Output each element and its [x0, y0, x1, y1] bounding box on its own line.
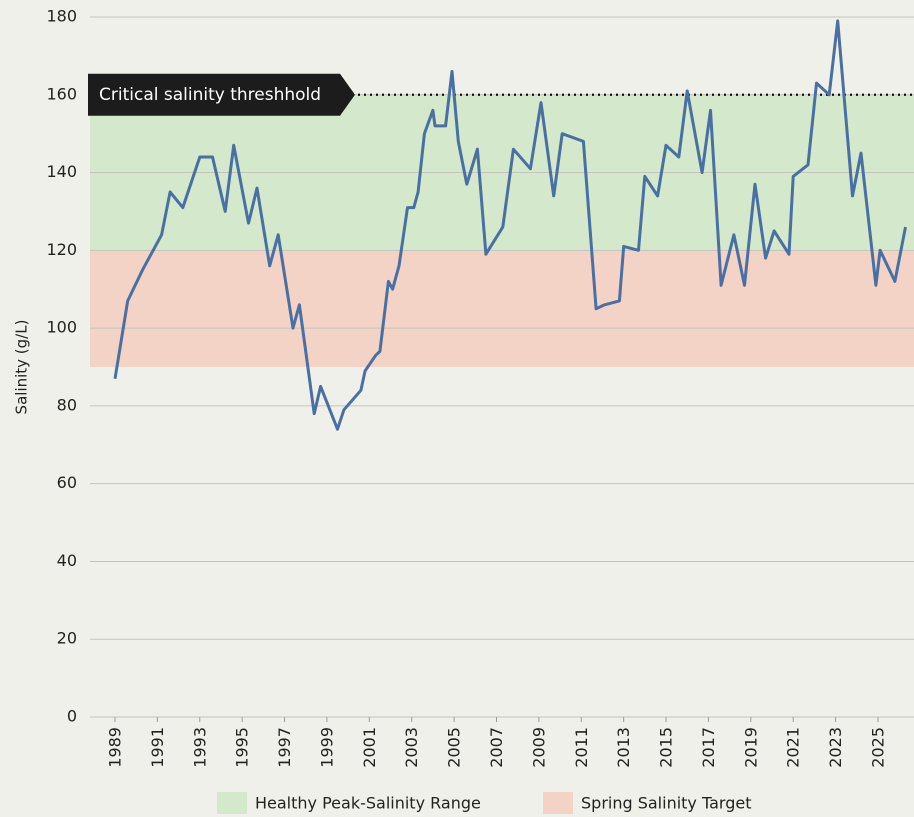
y-axis-title: Salinity (g/L) [13, 320, 31, 415]
y-tick-label: 140 [46, 162, 77, 181]
band [90, 250, 914, 367]
y-tick-label: 160 [46, 84, 77, 103]
x-tick-label: 2015 [657, 727, 676, 768]
y-tick-label: 180 [46, 7, 77, 26]
x-tick-label: 1989 [106, 727, 125, 768]
x-tick-label: 2017 [699, 727, 718, 768]
x-tick-label: 1991 [148, 727, 167, 768]
x-tick-label: 2013 [614, 727, 633, 768]
x-tick-label: 2011 [572, 727, 591, 768]
x-tick-label: 1997 [275, 727, 294, 768]
y-tick-label: 40 [57, 551, 77, 570]
y-tick-label: 100 [46, 318, 77, 337]
x-tick-label: 1993 [190, 727, 209, 768]
x-tick-label: 2005 [445, 727, 464, 768]
y-tick-label: 120 [46, 240, 77, 259]
x-tick-label: 1999 [317, 727, 336, 768]
threshold-label-box [88, 73, 355, 116]
legend-swatch [217, 792, 247, 814]
series-line [113, 19, 907, 431]
x-tick-label: 2021 [784, 727, 803, 768]
x-tick-label: 2025 [868, 727, 887, 768]
legend-label: Spring Salinity Target [581, 794, 751, 813]
x-tick-label: 2003 [402, 727, 421, 768]
x-tick-label: 2009 [529, 727, 548, 768]
x-tick-label: 2023 [826, 727, 845, 768]
grid [90, 16, 914, 718]
y-tick-label: 0 [67, 707, 77, 726]
x-tick-label: 2007 [487, 727, 506, 768]
threshold-label: Critical salinity threshhold [99, 85, 321, 105]
x-tick-label: 2001 [360, 727, 379, 768]
legend-swatch [543, 792, 573, 814]
y-tick-label: 80 [57, 395, 77, 414]
legend-label: Healthy Peak-Salinity Range [255, 794, 481, 813]
x-tick-label: 2019 [741, 727, 760, 768]
y-tick-label: 20 [57, 629, 77, 648]
y-tick-label: 60 [57, 473, 77, 492]
x-tick-label: 1995 [233, 727, 252, 768]
